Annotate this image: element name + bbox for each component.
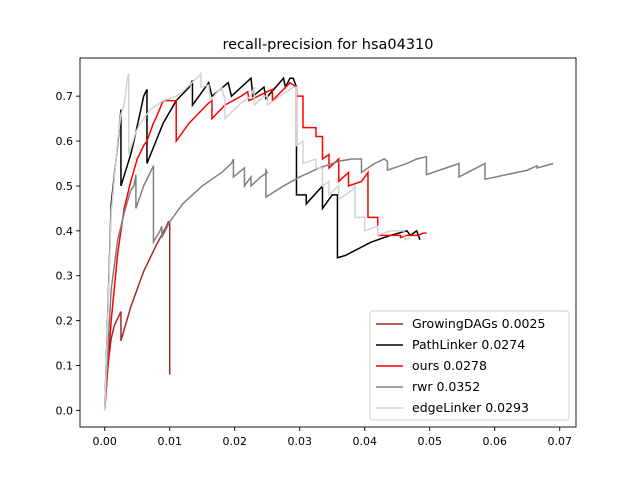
y-tick-label: 0.3 [56,270,74,283]
y-tick-label: 0.5 [56,180,74,193]
x-tick-label: 0.02 [222,435,247,448]
x-tick-label: 0.03 [287,435,312,448]
series-line-3 [103,155,554,411]
legend-label-2: ours 0.0278 [412,358,487,373]
x-tick-label: 0.00 [92,435,117,448]
y-tick-label: 0.0 [56,404,74,417]
legend: GrowingDAGs 0.0025 PathLinker 0.0274 ours … [369,310,570,421]
series-line-2 [103,81,427,411]
legend-label-4: edgeLinker 0.0293 [412,400,529,415]
plot-frame [79,57,577,428]
x-axis: 0.00 0.01 0.02 0.03 0.04 0.05 0.06 0.07 [92,427,572,448]
y-tick-label: 0.1 [56,360,74,373]
x-tick-label: 0.04 [352,435,377,448]
chart-title: recall-precision for hsa04310 [222,37,433,53]
series-line-1 [103,76,421,411]
legend-label-3: rwr 0.0352 [412,379,480,394]
x-tick-label: 0.01 [157,435,182,448]
x-tick-label: 0.06 [482,435,507,448]
y-tick-label: 0.7 [56,90,74,103]
x-tick-label: 0.05 [417,435,442,448]
series-layer [103,71,554,411]
series-line-4 [103,71,411,411]
legend-label-1: PathLinker 0.0274 [412,337,525,352]
legend-label-0: GrowingDAGs 0.0025 [412,316,545,331]
series-line-0 [103,221,171,411]
y-tick-label: 0.2 [56,315,74,328]
y-axis: 0.0 0.1 0.2 0.3 0.4 0.5 0.6 0.7 [56,90,80,417]
y-tick-label: 0.6 [56,135,74,148]
x-tick-label: 0.07 [547,435,572,448]
y-tick-label: 0.4 [56,225,74,238]
legend-box [369,310,570,421]
